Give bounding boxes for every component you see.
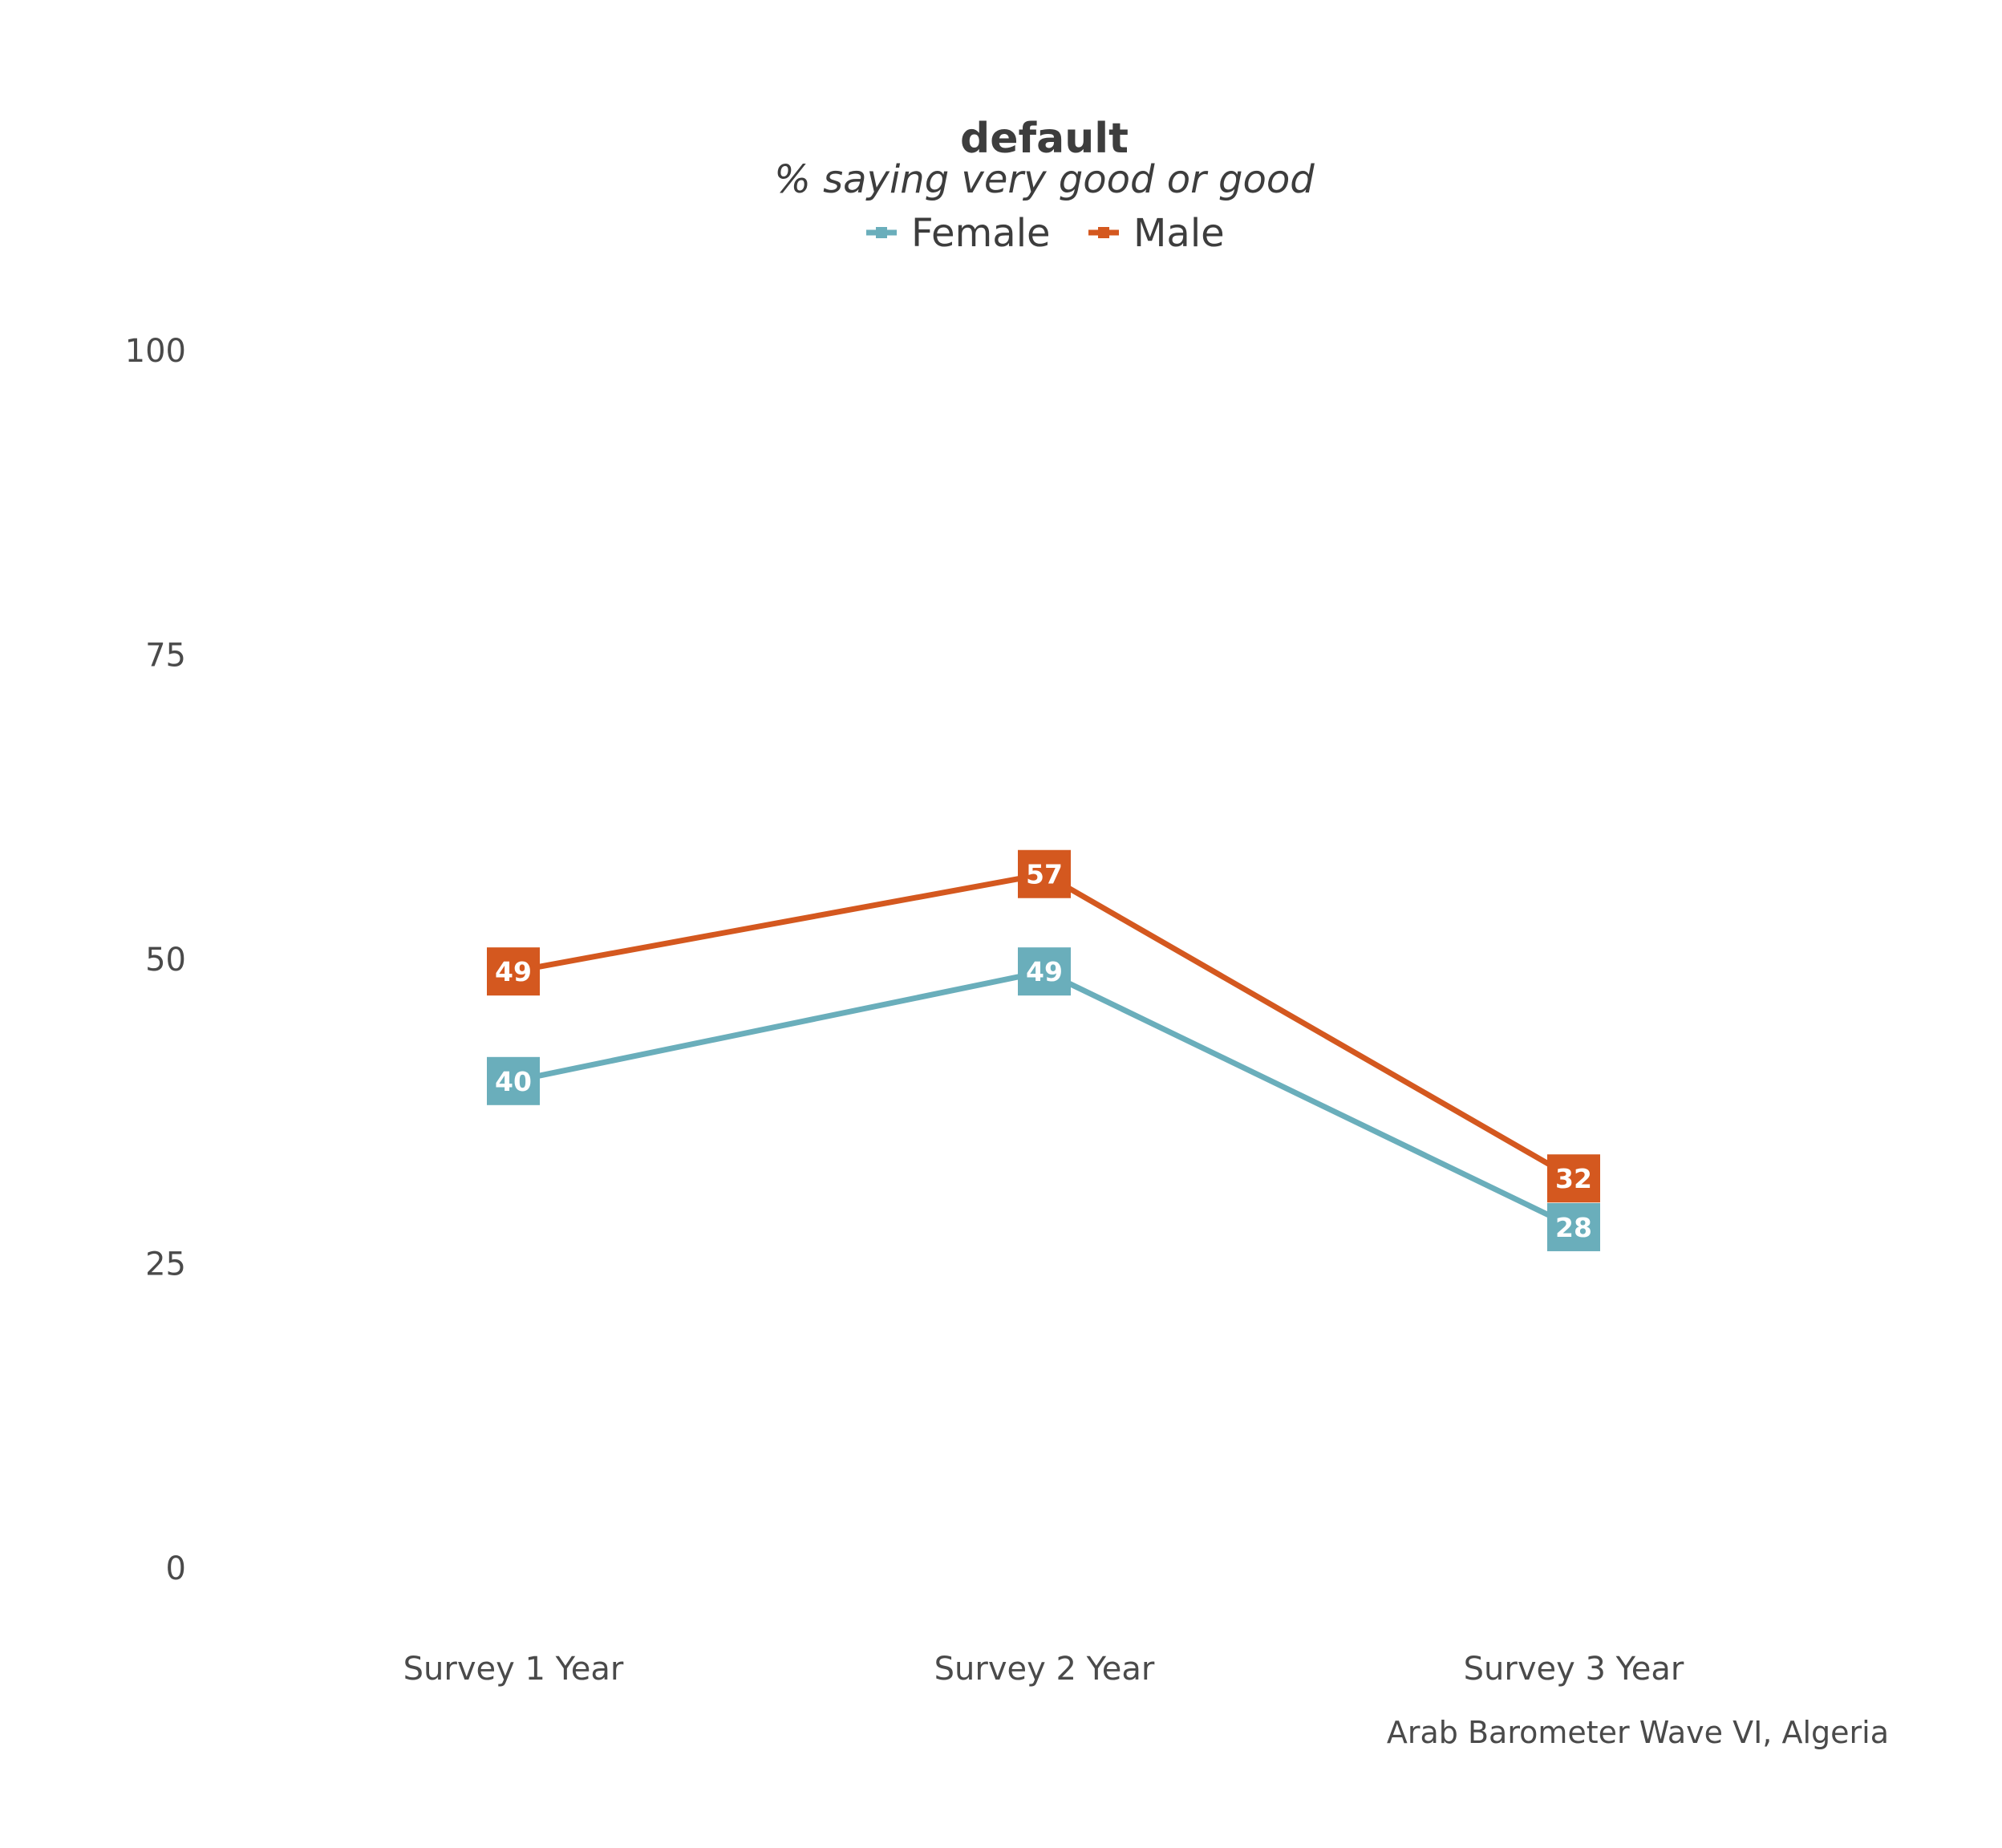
data-point-female	[1018, 947, 1071, 996]
chart-subtitle: % saying very good or good	[774, 157, 1315, 202]
y-tick-label: 50	[145, 942, 186, 979]
data-point-male	[1547, 1154, 1600, 1203]
y-tick-label: 100	[125, 333, 186, 370]
series-female: 40 49 28	[487, 947, 1600, 1251]
x-tick-label: Survey 1 Year	[403, 1651, 624, 1688]
y-tick-label: 0	[166, 1550, 186, 1587]
x-tick-label: Survey 3 Year	[1464, 1651, 1684, 1688]
data-point-male	[487, 947, 540, 996]
x-tick-label: Survey 2 Year	[934, 1651, 1155, 1688]
legend-item-male: Male	[1088, 211, 1225, 256]
legend: Female Male	[866, 211, 1225, 256]
legend-item-female: Female	[866, 211, 1051, 256]
legend-label-female: Female	[911, 211, 1051, 256]
data-label-female: 40	[495, 1066, 532, 1097]
x-axis: Survey 1 Year Survey 2 Year Survey 3 Year	[403, 1651, 1684, 1688]
series-line-male	[510, 871, 1577, 1181]
data-label-female: 49	[1026, 956, 1063, 987]
data-label-male: 57	[1026, 859, 1063, 890]
chart-caption: Arab Barometer Wave VI, Algeria	[1387, 1715, 1889, 1750]
data-point-female	[1547, 1202, 1600, 1251]
data-point-male	[1018, 849, 1071, 898]
y-axis: 0 25 50 75 100	[125, 333, 186, 1587]
series-line-female	[510, 968, 1577, 1230]
data-label-male: 32	[1555, 1163, 1592, 1194]
data-point-female	[487, 1056, 540, 1105]
series-layer: 40 49 28 49 57 32	[487, 849, 1600, 1251]
y-tick-label: 75	[145, 638, 186, 675]
data-label-male: 49	[495, 956, 532, 987]
chart-title: default	[960, 115, 1129, 163]
series-male: 49 57 32	[487, 849, 1600, 1203]
data-label-female: 28	[1555, 1212, 1592, 1243]
legend-label-male: Male	[1133, 211, 1225, 256]
legend-marker-female	[876, 227, 887, 238]
legend-marker-male	[1098, 227, 1109, 238]
y-tick-label: 25	[145, 1246, 186, 1283]
